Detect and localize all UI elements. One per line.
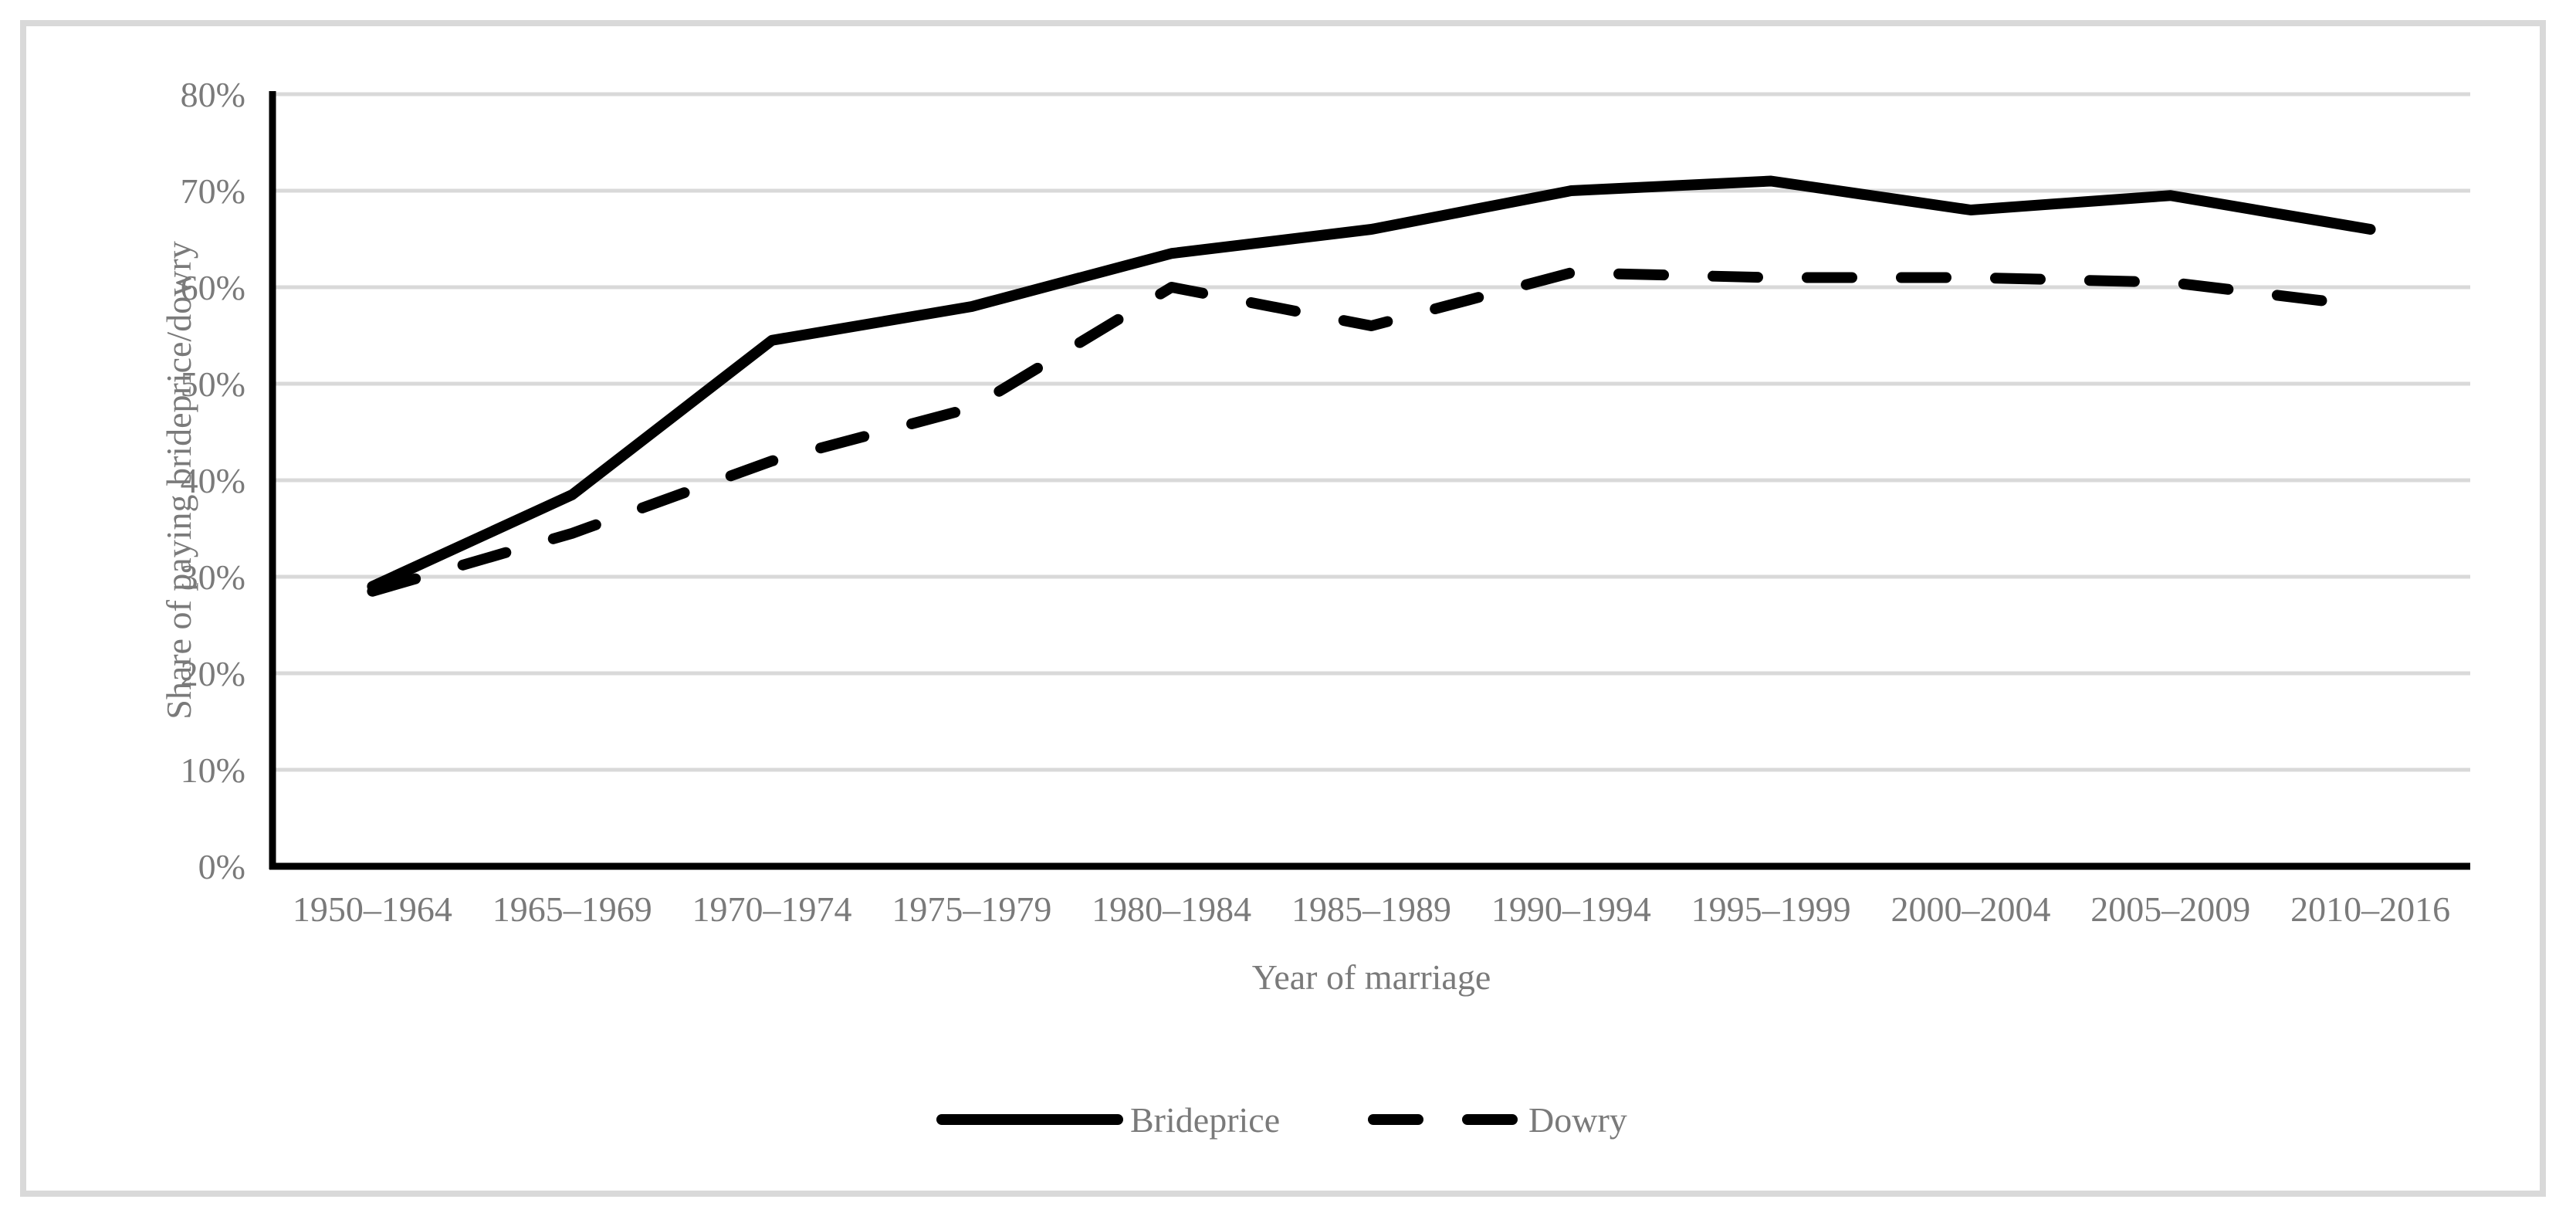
figure-frame: [20, 20, 2546, 1197]
x-tick-label: 1990–1994: [1491, 889, 1651, 929]
y-tick-label: 80%: [181, 75, 245, 114]
x-tick-label: 2000–2004: [1891, 889, 2050, 929]
y-tick-label: 60%: [181, 268, 245, 307]
legend-dowry-label: Dowry: [1528, 1100, 1627, 1140]
x-axis-title: Year of marriage: [1252, 957, 1491, 997]
x-tick-label: 2005–2009: [2090, 889, 2250, 929]
dowry-line: [367, 267, 2376, 597]
x-tick-label: 1950–1964: [293, 889, 452, 929]
y-tick-label: 70%: [181, 171, 245, 211]
brideprice-line: [367, 175, 2376, 592]
x-tick-label: 2010–2016: [2290, 889, 2450, 929]
y-tick-label: 20%: [181, 654, 245, 693]
x-tick-label: 1970–1974: [692, 889, 852, 929]
legend-brideprice-label: Brideprice: [1130, 1100, 1280, 1140]
x-tick-label: 1995–1999: [1691, 889, 1851, 929]
y-tick-label: 30%: [181, 557, 245, 597]
y-axis-title: Share of paying brideprice/dowry: [159, 241, 198, 720]
y-tick-label: 0%: [198, 847, 245, 886]
x-tick-label: 1975–1979: [892, 889, 1051, 929]
y-tick-label: 40%: [181, 461, 245, 500]
x-tick-label: 1965–1969: [493, 889, 652, 929]
y-tick-label: 50%: [181, 364, 245, 404]
x-tick-label: 1985–1989: [1291, 889, 1451, 929]
y-tick-label: 10%: [181, 750, 245, 790]
x-tick-label: 1980–1984: [1092, 889, 1251, 929]
